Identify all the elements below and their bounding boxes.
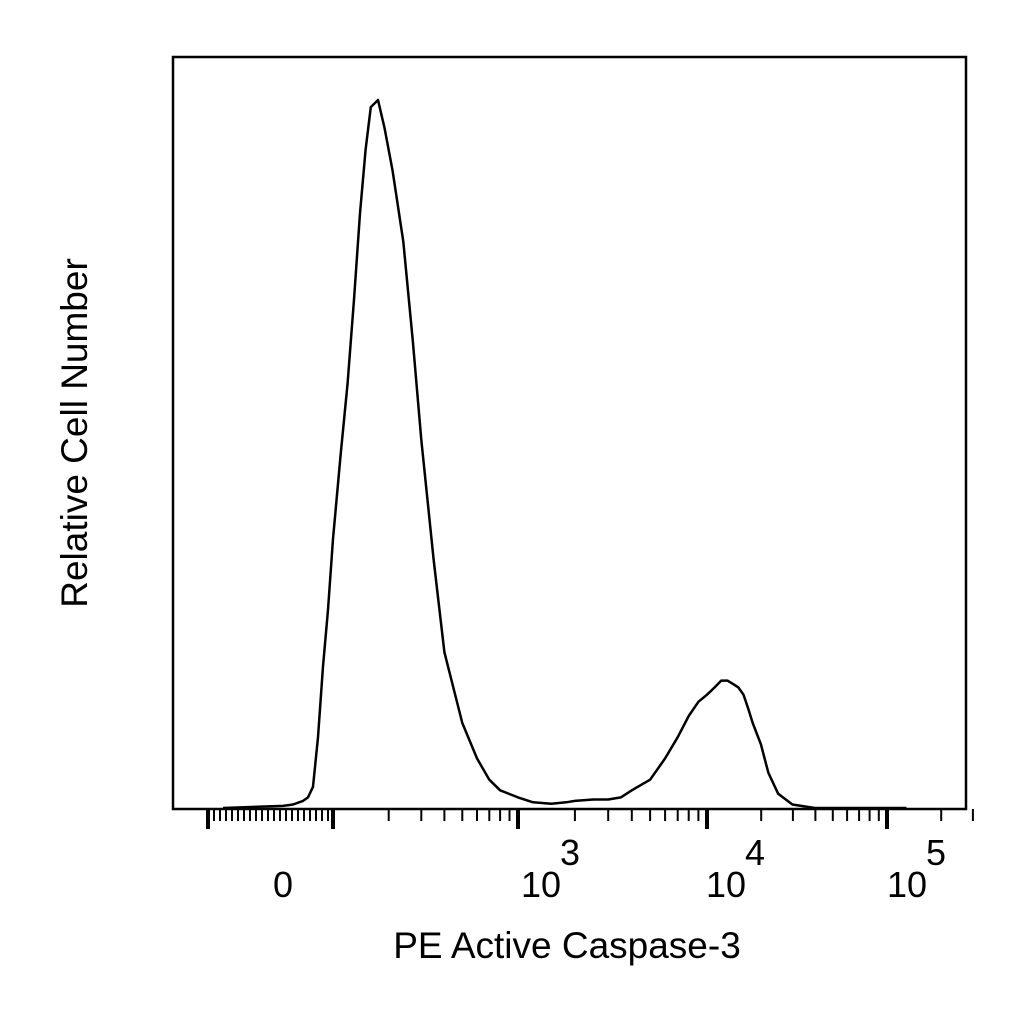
x-tick-label-exponent: 3	[560, 832, 580, 873]
x-tick-label: 0	[273, 864, 293, 905]
x-minor-ticks	[213, 809, 974, 821]
x-tick-label: 10	[706, 864, 746, 905]
x-axis-title: PE Active Caspase-3	[393, 925, 741, 966]
y-axis-title: Relative Cell Number	[54, 258, 95, 608]
x-tick-label-exponent: 4	[745, 832, 765, 873]
x-tick-label: 10	[887, 864, 927, 905]
histogram-series-line	[222, 98, 907, 810]
x-tick-label-exponent: 5	[926, 832, 946, 873]
x-major-ticks	[206, 809, 889, 829]
plot-frame	[171, 55, 968, 811]
x-tick-label: 10	[521, 864, 561, 905]
